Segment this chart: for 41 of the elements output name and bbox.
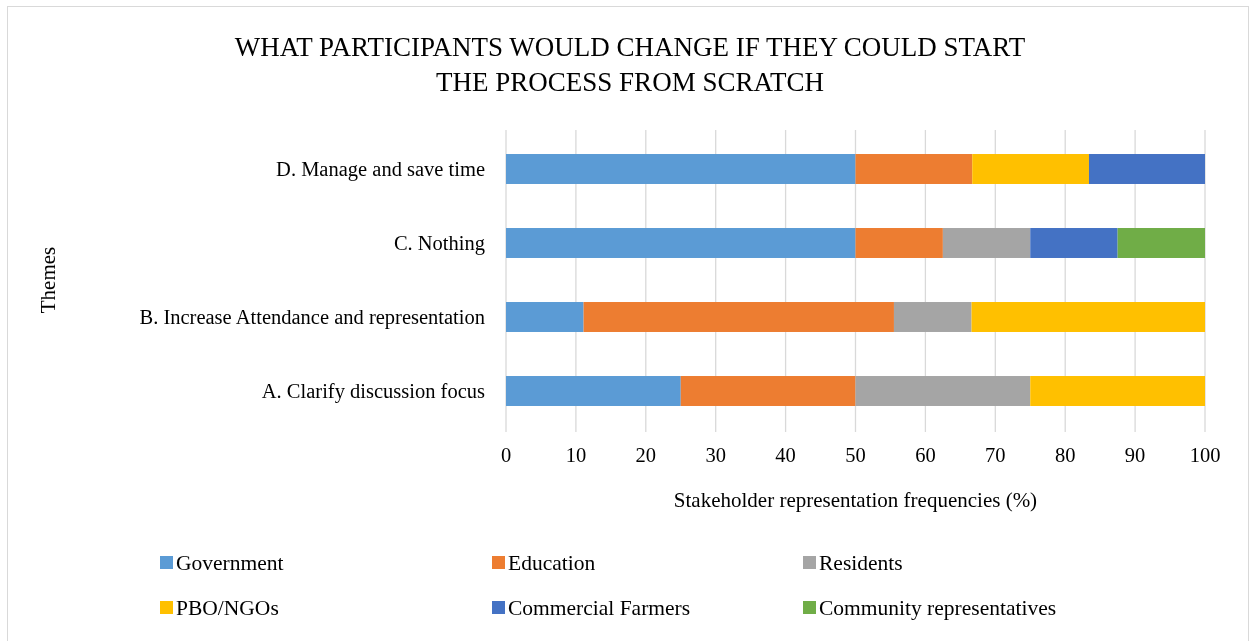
chart-title: WHAT PARTICIPANTS WOULD CHANGE IF THEY COULD START THE PROCESS FROM SCRATCH [234,32,1026,97]
y-tick-label: D. Manage and save time [276,158,485,181]
bar [1088,154,1205,184]
bar [855,228,943,258]
x-tick-label: 60 [915,444,936,466]
bar [506,154,856,184]
y-tick-label: B. Increase Attendance and representation [139,306,485,329]
bar [583,302,894,332]
bar [1117,228,1205,258]
x-tick-label: 30 [705,444,726,466]
x-tick-label: 50 [845,444,866,466]
bar [972,154,1089,184]
x-tick-label: 80 [1054,444,1076,466]
bar [855,154,973,184]
x-tick-label: 10 [565,444,587,466]
bar [506,228,856,258]
legend-label: PBO/NGOs [176,595,279,620]
x-tick-label: 20 [635,444,657,466]
y-tick-label: C. Nothing [393,232,485,255]
y-tick-label: A. Clarify discussion focus [261,380,486,403]
x-tick-label: 90 [1124,444,1146,466]
x-axis-title: Stakeholder representation frequencies (%) [673,488,1038,512]
bar [855,376,1031,406]
bar [1030,376,1205,406]
bar [971,302,1205,332]
bar [1030,228,1118,258]
bar [893,302,972,332]
x-tick-label: 40 [775,444,796,466]
legend-label: Education [508,550,596,575]
y-axis-title: Themes [36,246,60,314]
x-tick-label: 70 [985,444,1006,466]
x-tick-label: 0 [500,444,512,466]
bar [680,376,856,406]
bar [506,376,681,406]
x-tick-label: 100 [1189,444,1221,466]
bar [506,302,584,332]
legend-label: Commercial Farmers [508,595,691,620]
legend-label: Residents [819,550,903,575]
legend-label: Community representatives [819,595,1057,620]
legend-label: Government [176,550,284,575]
bar [942,228,1031,258]
